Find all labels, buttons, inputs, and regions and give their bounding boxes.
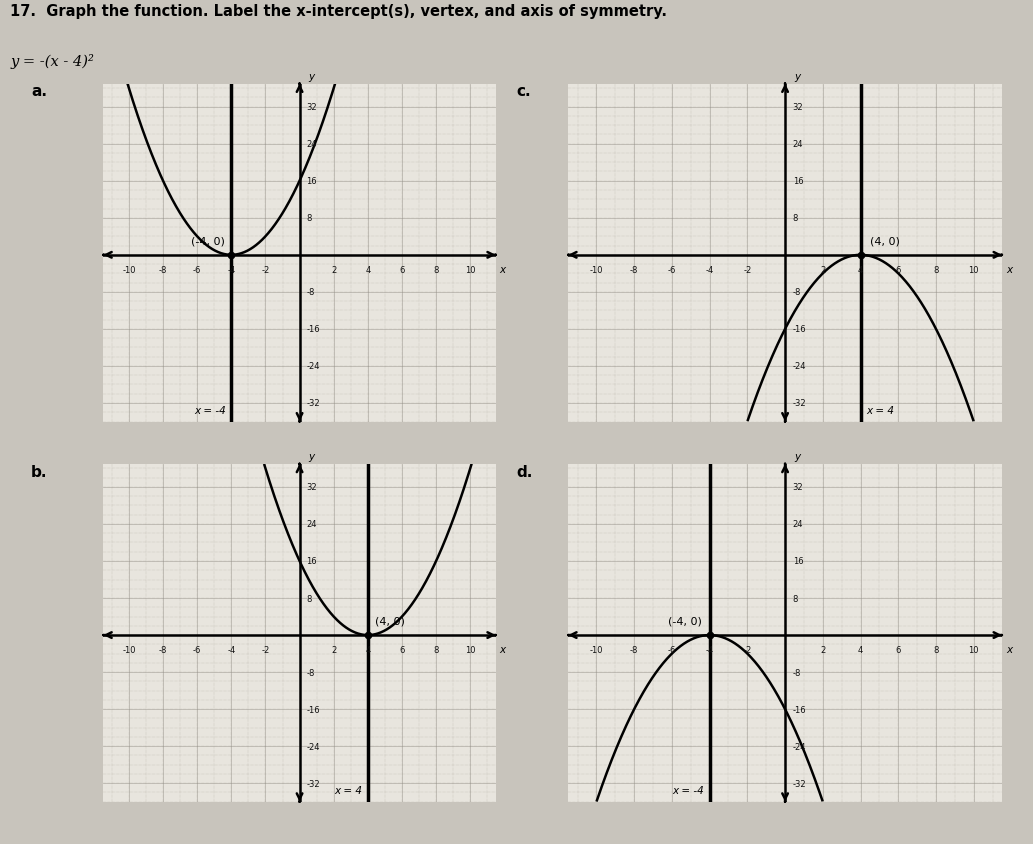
Text: -32: -32 [792,399,806,408]
Text: 4: 4 [366,266,371,274]
Text: 32: 32 [792,483,804,492]
Text: -16: -16 [792,325,806,334]
Text: 2: 2 [820,646,825,654]
Text: x: x [1006,265,1012,275]
Text: 10: 10 [465,646,475,654]
Text: 6: 6 [400,266,405,274]
Text: 6: 6 [896,266,901,274]
Text: 8: 8 [792,594,799,603]
Text: -10: -10 [122,266,135,274]
Text: x = 4: x = 4 [867,405,895,415]
Text: 8: 8 [792,214,799,223]
Text: -10: -10 [590,646,603,654]
Text: b.: b. [31,464,48,479]
Text: (-4, 0): (-4, 0) [191,236,224,246]
Text: 24: 24 [792,520,803,529]
Text: 24: 24 [792,140,803,149]
Text: 24: 24 [307,140,317,149]
Text: -6: -6 [667,266,676,274]
Text: a.: a. [31,84,46,100]
Text: 16: 16 [307,177,317,186]
Text: -8: -8 [307,668,315,677]
Text: 16: 16 [792,557,804,565]
Text: 32: 32 [307,483,317,492]
Text: x: x [499,265,505,275]
Text: -16: -16 [307,325,320,334]
Text: 10: 10 [969,646,979,654]
Text: -10: -10 [590,266,603,274]
Text: 8: 8 [933,646,939,654]
Text: 32: 32 [792,103,804,112]
Text: -8: -8 [307,288,315,297]
Text: (-4, 0): (-4, 0) [668,616,702,626]
Text: -24: -24 [792,742,806,751]
Text: -2: -2 [261,646,270,654]
Text: 2: 2 [332,646,337,654]
Text: y: y [794,72,801,82]
Text: -32: -32 [307,779,320,787]
Text: x = -4: x = -4 [672,785,703,795]
Text: (4, 0): (4, 0) [870,236,900,246]
Text: x: x [499,645,505,655]
Text: -16: -16 [307,705,320,714]
Text: -8: -8 [792,668,801,677]
Text: -2: -2 [743,646,751,654]
Text: 2: 2 [820,266,825,274]
Text: -8: -8 [159,266,167,274]
Text: 17.  Graph the function. Label the x-intercept(s), vertex, and axis of symmetry.: 17. Graph the function. Label the x-inte… [10,4,667,19]
Text: x = -4: x = -4 [194,405,226,415]
Text: 8: 8 [307,594,312,603]
Text: y: y [794,452,801,462]
Text: -8: -8 [630,646,638,654]
Text: d.: d. [516,464,533,479]
Text: x = 4: x = 4 [335,785,363,795]
Text: 8: 8 [434,266,439,274]
Text: -2: -2 [261,266,270,274]
Text: -4: -4 [227,266,236,274]
Text: 4: 4 [366,646,371,654]
Text: 8: 8 [933,266,939,274]
Text: (4, 0): (4, 0) [375,616,405,626]
Text: 6: 6 [896,646,901,654]
Text: 2: 2 [332,266,337,274]
Text: 16: 16 [792,177,804,186]
Text: -4: -4 [706,266,714,274]
Text: -6: -6 [193,646,201,654]
Text: -32: -32 [307,399,320,408]
Text: -6: -6 [193,266,201,274]
Text: 24: 24 [307,520,317,529]
Text: -24: -24 [792,362,806,371]
Text: 10: 10 [969,266,979,274]
Text: c.: c. [516,84,531,100]
Text: -24: -24 [307,362,320,371]
Text: 4: 4 [858,646,864,654]
Text: y: y [308,452,314,462]
Text: 16: 16 [307,557,317,565]
Text: -4: -4 [706,646,714,654]
Text: -6: -6 [667,646,676,654]
Text: 32: 32 [307,103,317,112]
Text: -10: -10 [122,646,135,654]
Text: -2: -2 [743,266,751,274]
Text: -8: -8 [159,646,167,654]
Text: -8: -8 [630,266,638,274]
Text: -8: -8 [792,288,801,297]
Text: 4: 4 [858,266,864,274]
Text: -32: -32 [792,779,806,787]
Text: -24: -24 [307,742,320,751]
Text: 10: 10 [465,266,475,274]
Text: x: x [1006,645,1012,655]
Text: 8: 8 [434,646,439,654]
Text: 8: 8 [307,214,312,223]
Text: -4: -4 [227,646,236,654]
Text: y = -(x - 4)²: y = -(x - 4)² [10,54,94,68]
Text: -16: -16 [792,705,806,714]
Text: 6: 6 [400,646,405,654]
Text: y: y [308,72,314,82]
